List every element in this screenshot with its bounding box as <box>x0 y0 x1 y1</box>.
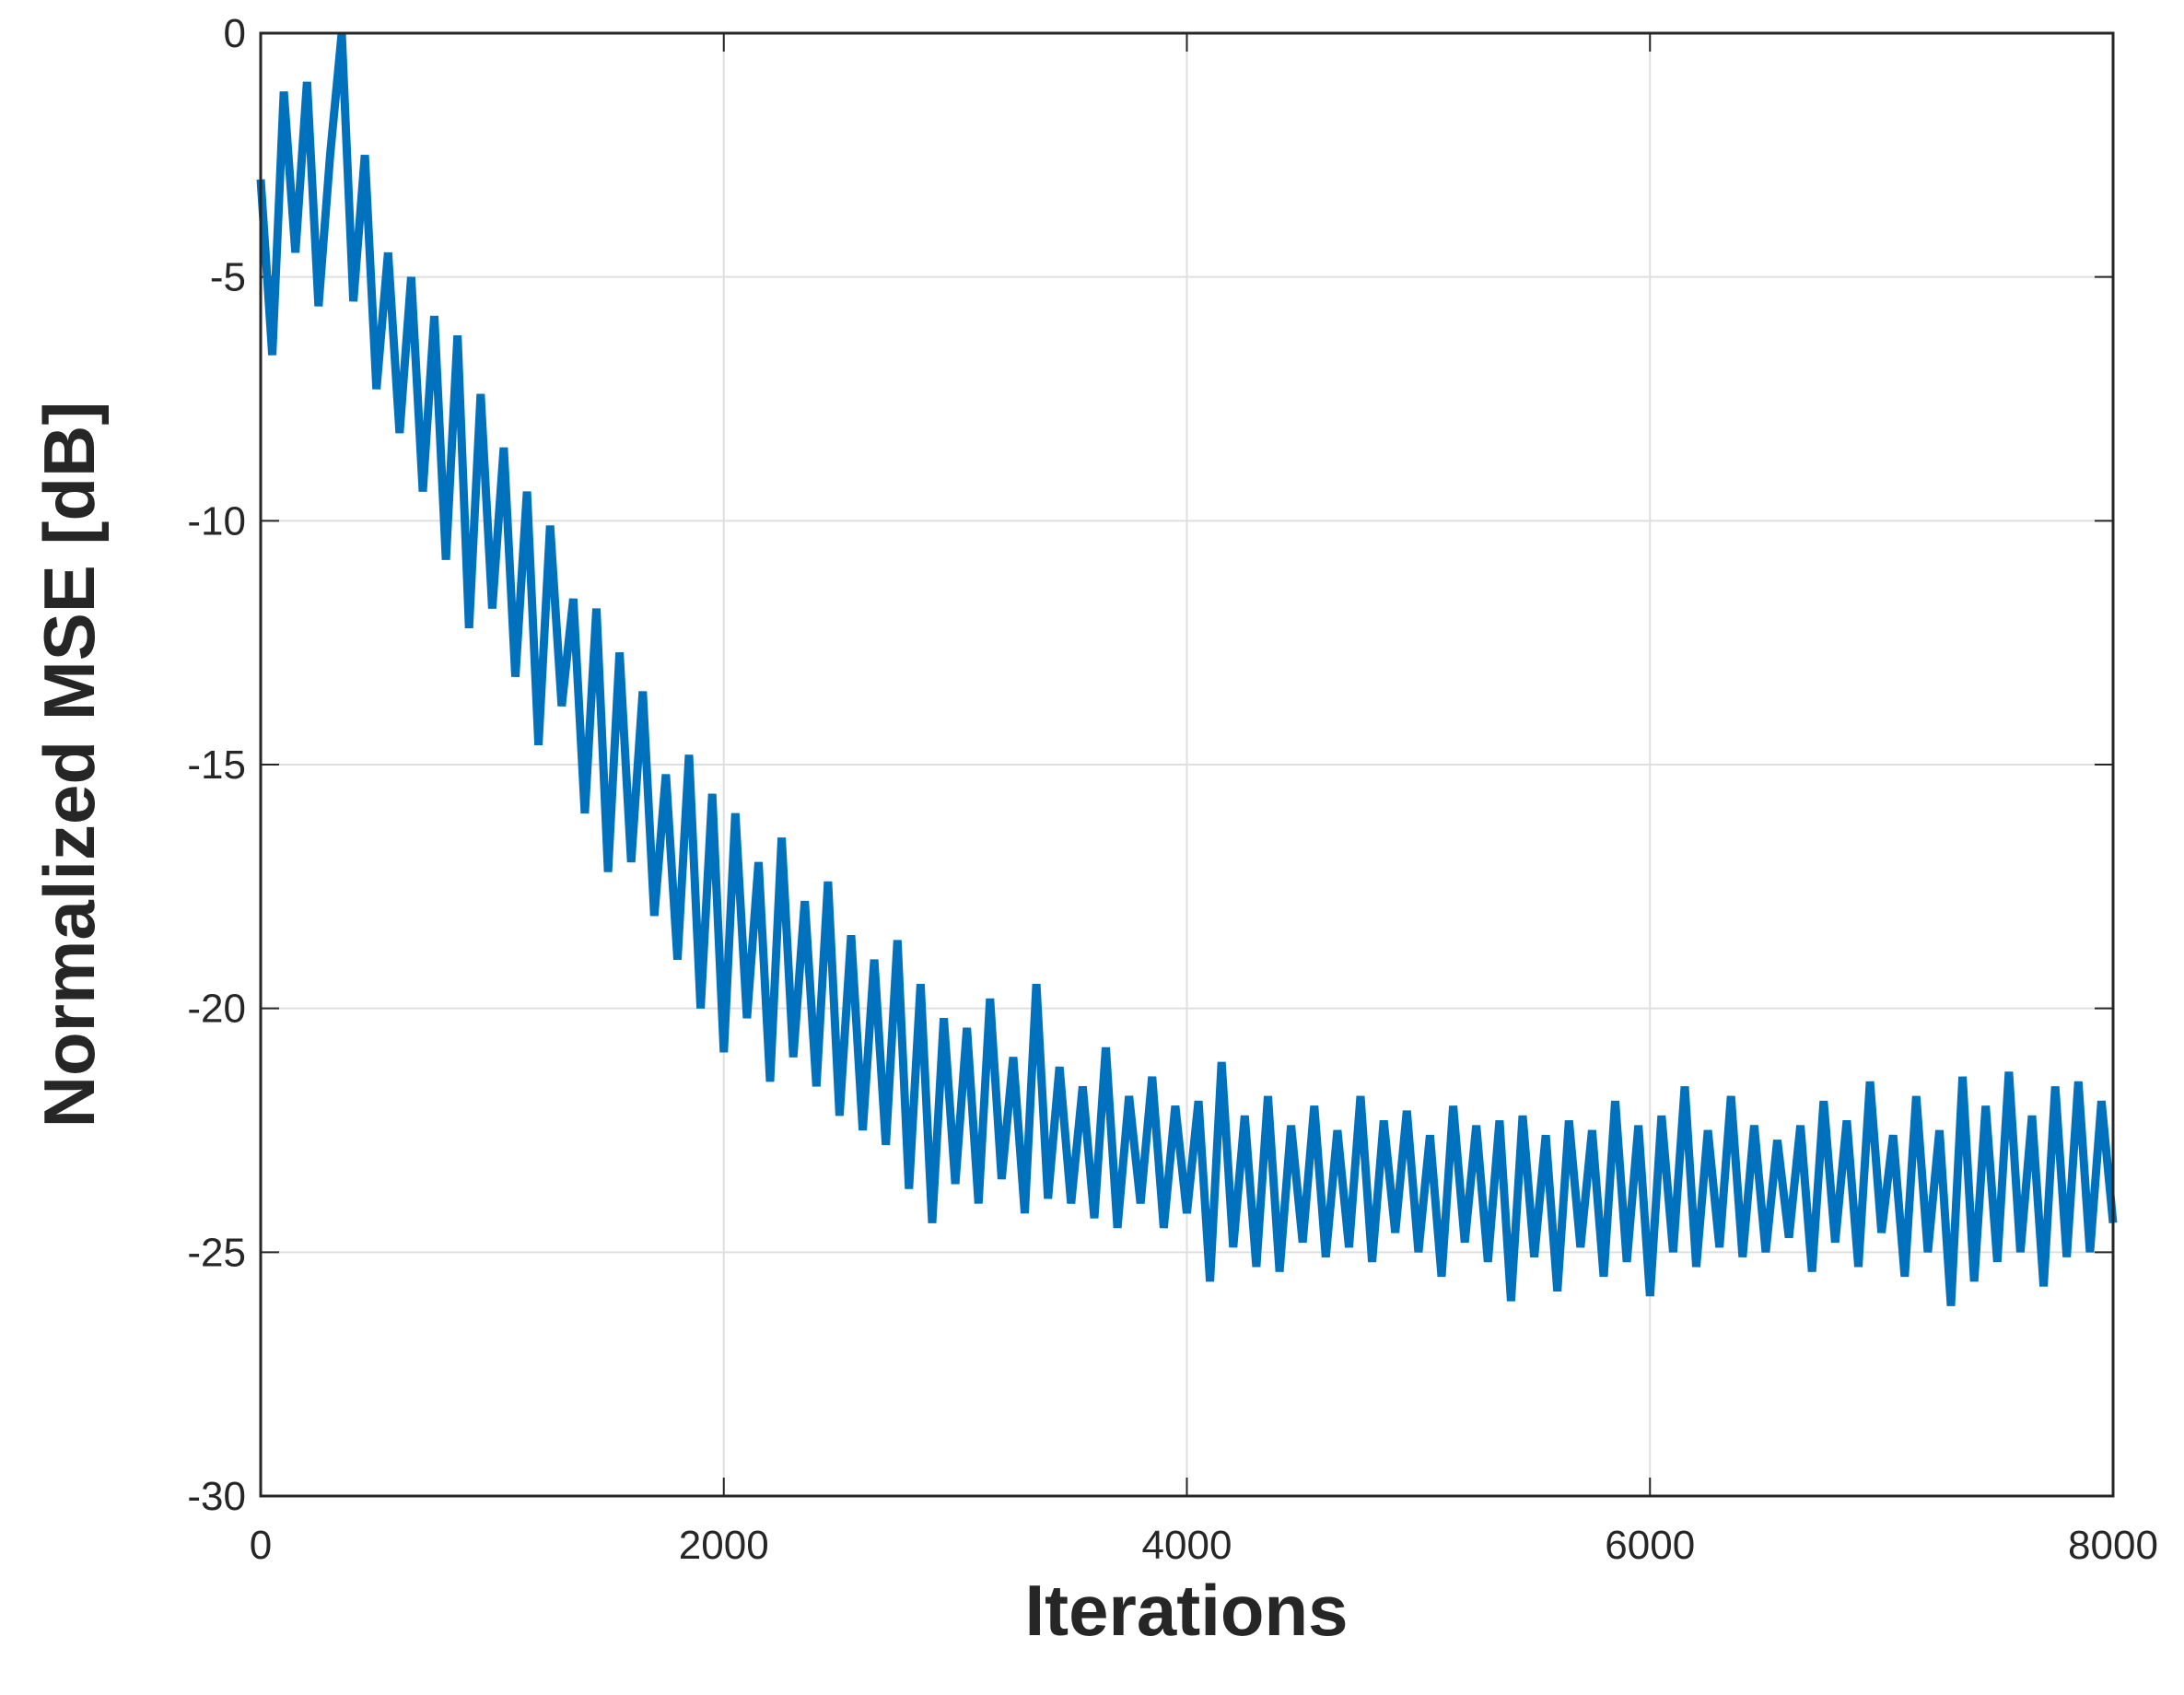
y-tick-label: -30 <box>187 1474 246 1519</box>
x-tick-label: 8000 <box>2068 1523 2158 1568</box>
y-tick-label: -15 <box>187 742 246 788</box>
y-tick-label: -10 <box>187 498 246 544</box>
x-tick-label: 4000 <box>1142 1523 1232 1568</box>
y-tick-label: -25 <box>187 1230 246 1275</box>
x-tick-label: 2000 <box>679 1523 769 1568</box>
axes-box <box>259 31 2115 1498</box>
y-tick-label: -5 <box>210 255 246 300</box>
data-line <box>256 32 2118 1306</box>
y-tick-label: -20 <box>187 987 246 1032</box>
x-tick-label: 0 <box>250 1523 272 1568</box>
x-axis-label: Iterations <box>1024 1570 1348 1651</box>
y-tick-label: 0 <box>224 11 246 56</box>
y-axis-label: Normalized MSE [dB] <box>29 402 110 1128</box>
x-tick-label: 6000 <box>1605 1523 1695 1568</box>
